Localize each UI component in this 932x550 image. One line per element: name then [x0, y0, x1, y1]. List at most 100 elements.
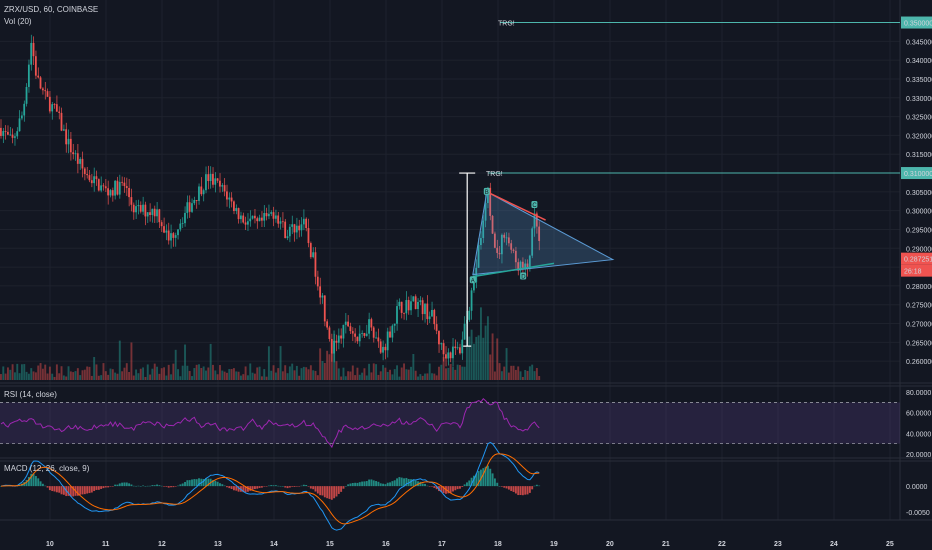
candle-body: [0, 127, 2, 136]
volume-bar: [107, 374, 110, 380]
volume-bar: [34, 372, 37, 380]
candle-body: [428, 316, 431, 320]
volume-bar: [284, 365, 287, 380]
volume-bar: [298, 375, 301, 380]
pattern-point-label: B: [485, 190, 489, 196]
macd-histogram-bar: [335, 486, 338, 497]
macd-histogram-bar: [146, 485, 149, 487]
drawings[interactable]: TRG! TRG! B C D A: [459, 21, 900, 347]
candle-body: [363, 332, 366, 336]
volume-bar: [72, 372, 75, 380]
volume-bar: [377, 374, 380, 380]
lower-trendline: [472, 262, 555, 278]
candle-body: [400, 301, 403, 313]
macd-histogram-bar: [410, 479, 412, 487]
volume-bar: [202, 366, 205, 380]
volume-bar: [335, 361, 338, 380]
time-tick-label: 18: [494, 541, 502, 548]
candle-body: [69, 138, 72, 153]
volume-bar: [412, 353, 415, 380]
volume-bar: [349, 371, 352, 380]
macd-histogram-bar: [207, 478, 210, 487]
candle-body: [249, 218, 252, 222]
volume-bar: [156, 366, 159, 380]
time-tick-label: 24: [830, 541, 838, 548]
volume-label: Vol (20): [4, 17, 32, 26]
candle-body: [340, 335, 342, 339]
volume-bar: [235, 371, 238, 380]
macd-histogram-bar: [116, 484, 119, 487]
macd-histogram-bar: [25, 479, 28, 487]
volume-bar: [340, 376, 343, 380]
candle-body: [30, 42, 33, 65]
volume-bar: [472, 343, 475, 380]
volume-bar: [153, 363, 156, 380]
volume-bar: [319, 348, 322, 380]
time-axis[interactable]: 10 11 12 13 14 15 16 17 18 19 20 21 22 23 24 25: [46, 541, 894, 548]
candle-body: [146, 212, 149, 217]
volume-bar: [505, 348, 508, 380]
macd-histogram-bar: [393, 480, 396, 487]
macd-histogram-bar: [114, 484, 117, 487]
volume-bar: [55, 364, 58, 380]
macd-histogram-bar: [347, 484, 350, 487]
signal-line: [0, 453, 540, 525]
volume-bar: [267, 346, 270, 380]
candle-body: [237, 208, 240, 220]
volume-bar: [510, 365, 513, 380]
macd-histogram-bar: [100, 486, 103, 489]
volume-bar: [265, 376, 268, 380]
volume-bar: [32, 371, 35, 380]
candle-body: [212, 173, 214, 185]
volume-bar: [0, 374, 2, 380]
macd-histogram-bar: [174, 486, 177, 487]
volume-bar: [477, 335, 480, 380]
volume-bar: [344, 376, 347, 380]
volume-bar: [65, 376, 68, 380]
candle-body: [479, 238, 482, 246]
candle-body: [382, 346, 384, 353]
candle-body: [244, 222, 247, 225]
volume-bar: [258, 366, 261, 380]
macd-histogram-bar: [86, 486, 89, 494]
volume-bar: [382, 365, 385, 380]
volume-bar: [102, 363, 105, 380]
volume-bar: [375, 364, 378, 380]
candle-body: [445, 354, 447, 359]
macd-histogram-bar: [337, 486, 340, 494]
volume-bar: [512, 365, 515, 380]
macd-histogram-bar: [461, 486, 464, 487]
time-tick-label: 19: [550, 541, 558, 548]
volume-bar: [426, 373, 429, 380]
volume-bar: [479, 307, 482, 380]
macd-histogram-bar: [104, 486, 107, 488]
candle-body: [326, 321, 328, 328]
candle-body: [291, 224, 294, 227]
candle-body: [454, 346, 457, 349]
candle-body: [302, 218, 305, 225]
candle-body: [41, 88, 44, 91]
macd-histogram-bar: [384, 484, 387, 487]
volume-bar: [484, 325, 487, 380]
macd-histogram-bar: [44, 485, 47, 487]
macd-histogram-bar: [535, 484, 538, 487]
candle-body: [44, 90, 47, 92]
candle-body: [90, 180, 93, 184]
macd-histogram-bar: [55, 486, 58, 493]
candle-body: [76, 153, 79, 164]
macd-histogram-bar: [226, 486, 228, 488]
volume-bar: [13, 372, 16, 380]
macd-histogram-bar: [202, 479, 205, 487]
candle-body: [526, 263, 529, 268]
macd-histogram-bar: [482, 468, 485, 487]
time-tick-label: 15: [326, 541, 334, 548]
macd-histogram-bar: [419, 481, 422, 487]
volume-bar: [291, 363, 294, 380]
candle-body: [370, 319, 373, 328]
candle-body: [46, 91, 49, 97]
volume-bar: [281, 371, 284, 380]
